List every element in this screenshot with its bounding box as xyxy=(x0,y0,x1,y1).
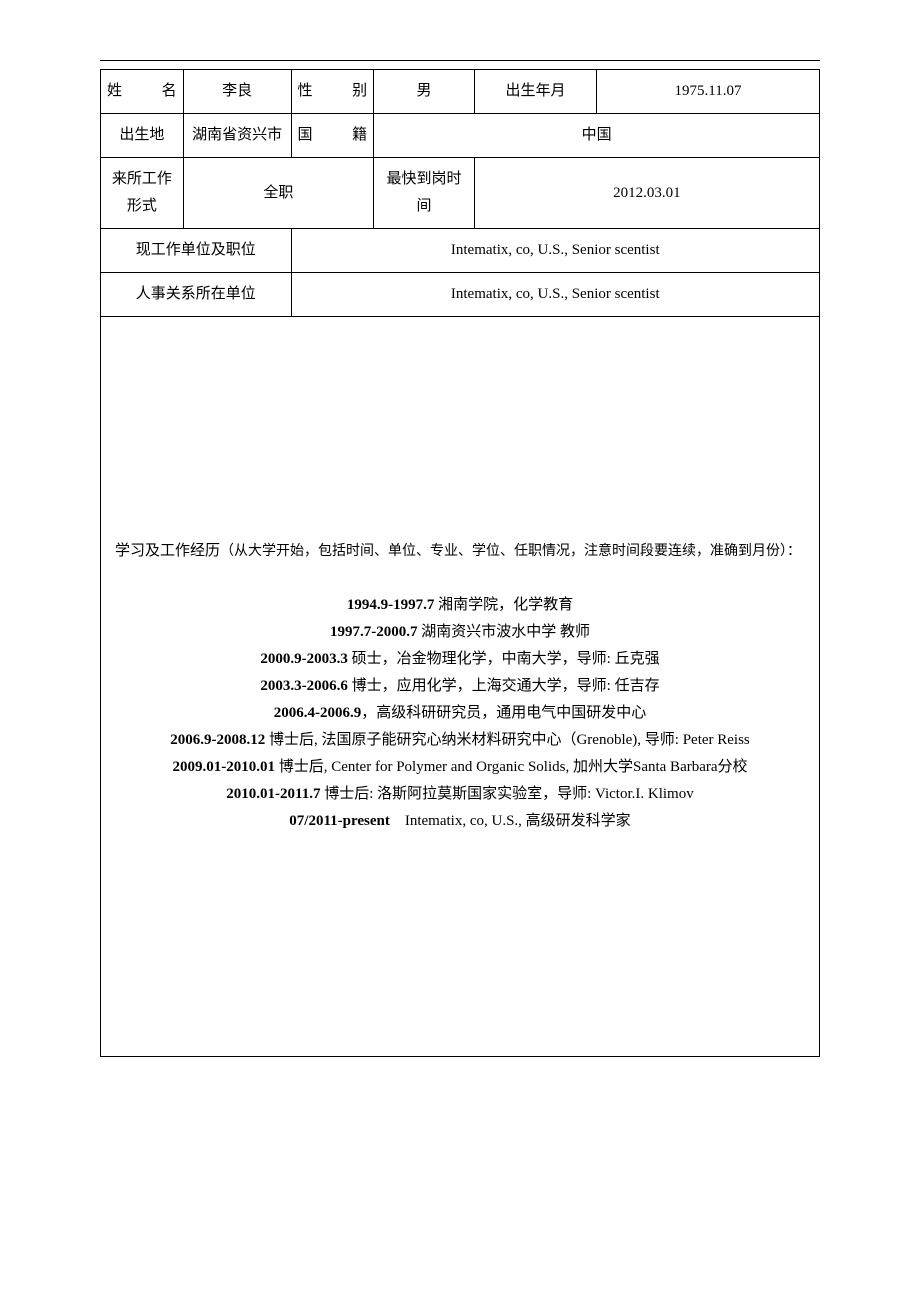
label-gender: 性 别 xyxy=(291,70,374,114)
history-entry: 2006.9-2008.12 博士后, 法国原子能研究心纳米材料研究中心（Gre… xyxy=(107,727,813,754)
history-entry-date: 2003.3-2006.6 xyxy=(260,678,348,694)
history-entry-text: ，高级科研研究员，通用电气中国研发中心 xyxy=(361,705,646,721)
label-nationality: 国 籍 xyxy=(291,114,374,158)
history-entry-text: 博士后, 法国原子能研究心纳米材料研究中心（Grenoble), 导师: Pet… xyxy=(265,732,750,748)
history-entry-date: 2006.4-2006.9 xyxy=(274,705,362,721)
history-cell: 学习及工作经历（从大学开始，包括时间、单位、专业、学位、任职情况，注意时间段要连… xyxy=(101,317,820,1057)
history-entry-text: 博士后: 洛斯阿拉莫斯国家实验室，导师: Victor.I. Klimov xyxy=(320,786,693,802)
label-hr-unit: 人事关系所在单位 xyxy=(101,273,292,317)
document-page: 姓 名 李良 性 别 男 出生年月 1975.11.07 出生地 湖南省资兴市 … xyxy=(0,0,920,1117)
history-entry-date: 1997.7-2000.7 xyxy=(330,624,418,640)
history-entry: 2009.01-2010.01 博士后, Center for Polymer … xyxy=(107,754,813,781)
history-entry: 2006.4-2006.9，高级科研研究员，通用电气中国研发中心 xyxy=(107,700,813,727)
history-entry: 07/2011-present Intematix, co, U.S., 高级研… xyxy=(107,808,813,835)
history-entry-text: 硕士，冶金物理化学，中南大学，导师: 丘克强 xyxy=(348,651,660,667)
history-entry-date: 2000.9-2003.3 xyxy=(260,651,348,667)
profile-table: 姓 名 李良 性 别 男 出生年月 1975.11.07 出生地 湖南省资兴市 … xyxy=(100,69,820,1057)
history-entry-text: 湖南资兴市波水中学 教师 xyxy=(417,624,590,640)
history-intro-sub: （从大学开始，包括时间、单位、专业、学位、任职情况，注意时间段要连续，准确到月份… xyxy=(220,544,801,559)
history-entry: 2003.3-2006.6 博士，应用化学，上海交通大学，导师: 任吉存 xyxy=(107,673,813,700)
row-work-form: 来所工作形式 全职 最快到岗时间 2012.03.01 xyxy=(101,158,820,229)
top-rule xyxy=(100,60,820,61)
value-hr-unit: Intematix, co, U.S., Senior scentist xyxy=(291,273,819,317)
history-entry-date: 1994.9-1997.7 xyxy=(347,597,435,613)
history-intro: 学习及工作经历（从大学开始，包括时间、单位、专业、学位、任职情况，注意时间段要连… xyxy=(107,538,813,565)
row-current-position: 现工作单位及职位 Intematix, co, U.S., Senior sce… xyxy=(101,229,820,273)
row-birthplace-nationality: 出生地 湖南省资兴市 国 籍 中国 xyxy=(101,114,820,158)
row-hr-unit: 人事关系所在单位 Intematix, co, U.S., Senior sce… xyxy=(101,273,820,317)
label-name: 姓 名 xyxy=(101,70,184,114)
value-earliest: 2012.03.01 xyxy=(474,158,819,229)
value-birthplace: 湖南省资兴市 xyxy=(183,114,291,158)
history-entry-date: 2006.9-2008.12 xyxy=(170,732,265,748)
history-entry: 2010.01-2011.7 博士后: 洛斯阿拉莫斯国家实验室，导师: Vict… xyxy=(107,781,813,808)
row-name-gender-birth: 姓 名 李良 性 别 男 出生年月 1975.11.07 xyxy=(101,70,820,114)
label-current-position: 现工作单位及职位 xyxy=(101,229,292,273)
history-entry-text: 博士，应用化学，上海交通大学，导师: 任吉存 xyxy=(348,678,660,694)
row-history: 学习及工作经历（从大学开始，包括时间、单位、专业、学位、任职情况，注意时间段要连… xyxy=(101,317,820,1057)
history-entry: 2000.9-2003.3 硕士，冶金物理化学，中南大学，导师: 丘克强 xyxy=(107,646,813,673)
history-entry-text: 湘南学院，化学教育 xyxy=(434,597,573,613)
history-entry-date: 2009.01-2010.01 xyxy=(172,759,275,775)
label-earliest-text: 最快到岗时间 xyxy=(387,171,462,214)
label-earliest: 最快到岗时间 xyxy=(374,158,475,229)
value-birth: 1975.11.07 xyxy=(597,70,820,114)
history-entries: 1994.9-1997.7 湘南学院，化学教育1997.7-2000.7 湖南资… xyxy=(107,592,813,835)
history-entry: 1997.7-2000.7 湖南资兴市波水中学 教师 xyxy=(107,619,813,646)
value-gender: 男 xyxy=(374,70,475,114)
label-birth: 出生年月 xyxy=(474,70,596,114)
history-entry-date: 07/2011-present xyxy=(289,813,390,829)
label-birthplace: 出生地 xyxy=(101,114,184,158)
label-work-form-text: 来所工作形式 xyxy=(112,171,172,214)
history-entry-date: 2010.01-2011.7 xyxy=(226,786,320,802)
label-work-form: 来所工作形式 xyxy=(101,158,184,229)
value-work-form: 全职 xyxy=(183,158,374,229)
history-entry: 1994.9-1997.7 湘南学院，化学教育 xyxy=(107,592,813,619)
history-entry-text: Intematix, co, U.S., 高级研发科学家 xyxy=(390,813,631,829)
value-current-position: Intematix, co, U.S., Senior scentist xyxy=(291,229,819,273)
value-name: 李良 xyxy=(183,70,291,114)
value-nationality: 中国 xyxy=(374,114,820,158)
history-entry-text: 博士后, Center for Polymer and Organic Soli… xyxy=(275,759,748,775)
history-intro-lead: 学习及工作经历 xyxy=(115,543,220,559)
